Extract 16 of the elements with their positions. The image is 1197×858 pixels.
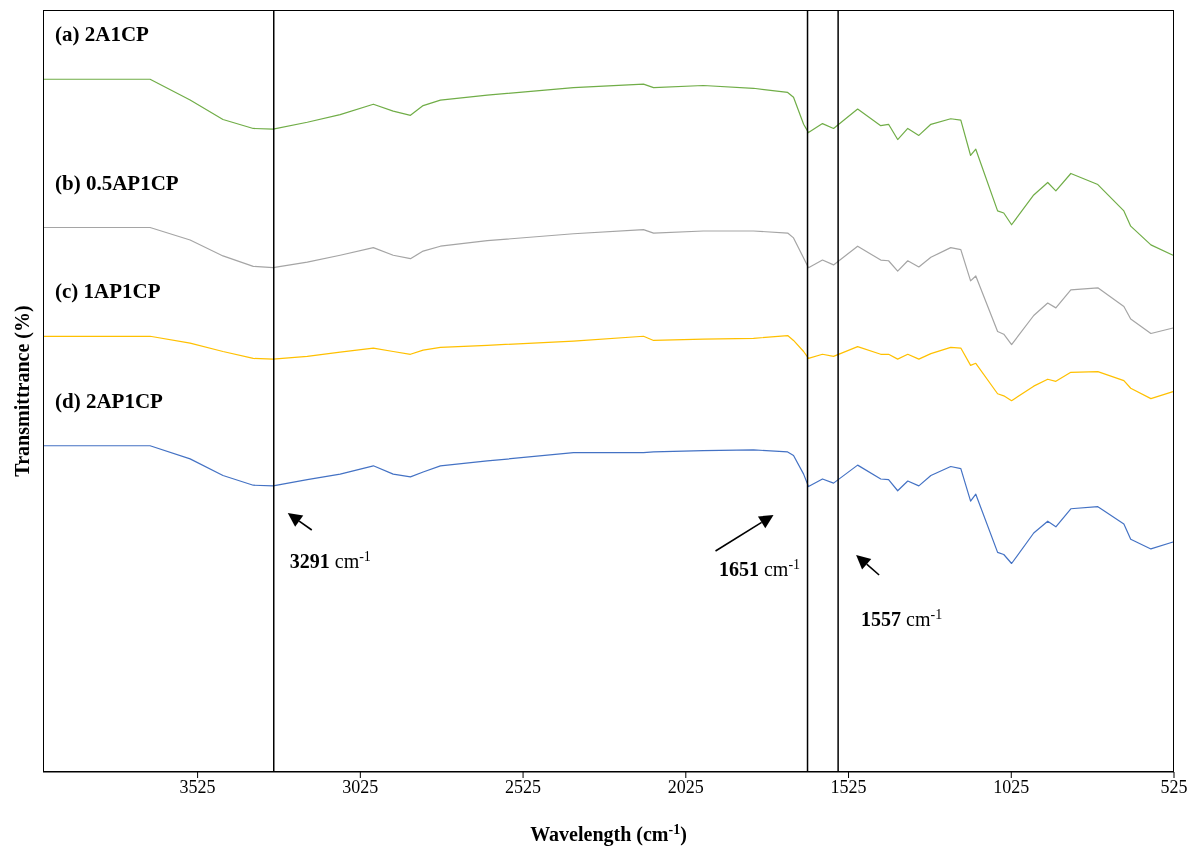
series-label: (c) 1AP1CP	[55, 279, 161, 304]
x-axis-title: Wavelength (cm$^{-1}$)	[530, 821, 687, 846]
x-tick-label: 1025	[993, 776, 1030, 797]
series-label: (a) 2A1CP	[55, 22, 150, 47]
x-tick-label: 1525	[830, 776, 867, 797]
y-axis-title: Transmittrance (%)	[10, 305, 34, 477]
x-tick-label: 525	[1160, 776, 1188, 797]
ref-line-label: 1651 cm$^{-1}$	[718, 556, 801, 580]
x-tick-label: 3025	[342, 776, 379, 797]
series-label: (d) 2AP1CP	[55, 388, 164, 413]
x-tick-label: 2025	[667, 776, 704, 797]
series-label: (b) 0.5AP1CP	[55, 170, 179, 195]
ref-line-label: 3291 cm$^{-1}$	[289, 548, 371, 572]
x-tick-label: 2525	[505, 776, 542, 797]
x-tick-label: 3525	[179, 776, 216, 797]
ref-line-label: 1557 cm$^{-1}$	[861, 606, 943, 630]
